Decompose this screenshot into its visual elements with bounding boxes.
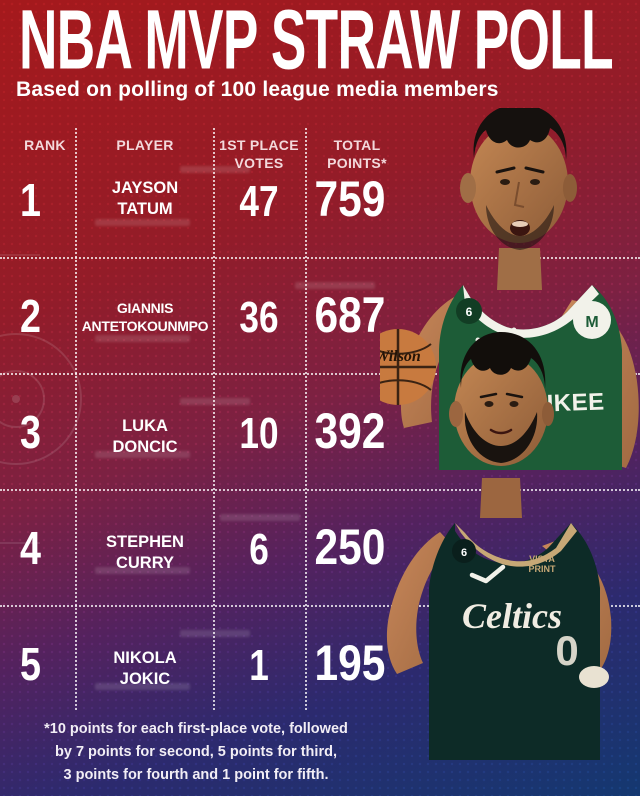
svg-text:6: 6 — [466, 305, 473, 319]
svg-text:0: 0 — [555, 627, 578, 674]
svg-text:Celtics: Celtics — [462, 596, 562, 636]
svg-text:VISTA: VISTA — [529, 554, 555, 564]
svg-text:6: 6 — [461, 547, 467, 559]
svg-text:PRINT: PRINT — [529, 564, 557, 574]
svg-text:Wilson: Wilson — [375, 348, 421, 365]
svg-text:M: M — [585, 314, 598, 331]
